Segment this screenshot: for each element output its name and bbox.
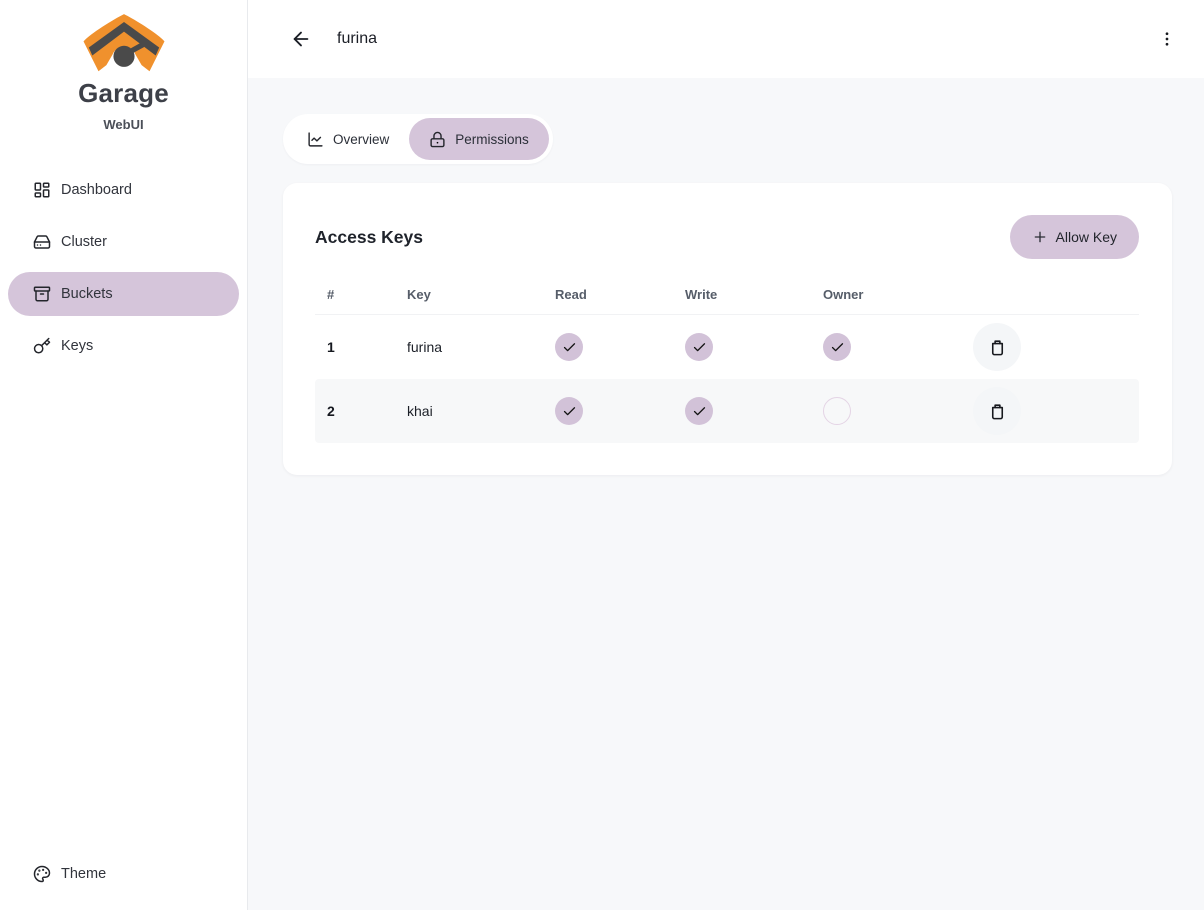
plus-icon [1034, 231, 1045, 243]
card-header: Access Keys Allow Key [315, 215, 1139, 259]
sidebar-item-label: Dashboard [61, 182, 132, 198]
topbar: furina [248, 0, 1204, 78]
table-row: 1 furina [315, 315, 1139, 379]
lock-icon [430, 131, 445, 147]
tab-permissions[interactable]: Permissions [409, 118, 549, 160]
allow-key-label: Allow Key [1055, 229, 1117, 245]
col-header-key: Key [407, 287, 431, 302]
back-button[interactable] [287, 25, 315, 53]
read-checkbox[interactable] [555, 333, 583, 361]
check-icon [563, 342, 575, 351]
table-row: 2 khai [315, 379, 1139, 443]
check-icon [831, 342, 843, 351]
owner-checkbox[interactable] [823, 333, 851, 361]
archive-box-icon [33, 286, 51, 302]
sidebar-item-buckets[interactable]: Buckets [8, 272, 239, 316]
tab-label: Permissions [455, 131, 529, 147]
tab-label: Overview [333, 131, 390, 147]
access-keys-table: # Key Read Write Owner 1 furina [315, 275, 1139, 443]
col-header-write: Write [685, 287, 718, 302]
trash-icon [991, 403, 1003, 419]
theme-toggle[interactable]: Theme [8, 852, 239, 896]
write-checkbox[interactable] [685, 397, 713, 425]
row-index: 1 [327, 339, 335, 355]
row-key-name: khai [407, 403, 433, 419]
arrow-left-icon [293, 31, 309, 47]
brand-subtitle: WebUI [103, 117, 144, 132]
col-header-owner: Owner [823, 287, 864, 302]
delete-key-button[interactable] [973, 387, 1021, 435]
garage-logo-icon [83, 14, 164, 72]
main-area: furina Overview Permissions Access Keys [248, 0, 1204, 910]
read-checkbox[interactable] [555, 397, 583, 425]
palette-icon [33, 865, 51, 883]
check-icon [563, 406, 575, 415]
card-title: Access Keys [315, 226, 423, 247]
sidebar-item-keys[interactable]: Keys [8, 324, 239, 368]
check-icon [693, 406, 705, 415]
sidebar-item-label: Buckets [61, 286, 113, 302]
row-index: 2 [327, 403, 335, 419]
write-checkbox[interactable] [685, 333, 713, 361]
dashboard-icon [34, 182, 50, 198]
theme-label: Theme [61, 866, 107, 882]
check-icon [693, 342, 705, 351]
delete-key-button[interactable] [973, 323, 1021, 371]
table-header-row: # Key Read Write Owner [315, 275, 1139, 315]
trash-icon [991, 339, 1003, 355]
sidebar: Garage WebUI Dashboard Cluster Buckets K… [0, 0, 248, 910]
line-chart-icon [308, 131, 323, 147]
tab-bar: Overview Permissions [283, 114, 553, 164]
tab-overview[interactable]: Overview [287, 118, 409, 160]
sidebar-item-cluster[interactable]: Cluster [8, 220, 239, 264]
hard-drive-icon [33, 235, 51, 249]
access-keys-card: Access Keys Allow Key # Key Read Write O… [283, 183, 1172, 475]
col-header-read: Read [555, 287, 587, 302]
owner-checkbox[interactable] [823, 397, 851, 425]
sidebar-nav: Dashboard Cluster Buckets Keys [0, 168, 247, 368]
brand: Garage WebUI [0, 0, 247, 132]
key-icon [33, 337, 51, 354]
page-title: furina [337, 30, 378, 47]
kebab-menu-icon [1165, 32, 1169, 46]
brand-title: Garage [78, 78, 169, 108]
allow-key-button[interactable]: Allow Key [1009, 215, 1139, 259]
content: Overview Permissions Access Keys Allow K… [248, 78, 1204, 475]
sidebar-item-label: Keys [61, 338, 94, 354]
sidebar-item-dashboard[interactable]: Dashboard [8, 168, 239, 212]
sidebar-footer: Theme [0, 852, 247, 910]
sidebar-item-label: Cluster [61, 234, 107, 250]
col-header-index: # [327, 287, 335, 302]
row-key-name: furina [407, 339, 443, 355]
more-menu-button[interactable] [1152, 24, 1182, 54]
